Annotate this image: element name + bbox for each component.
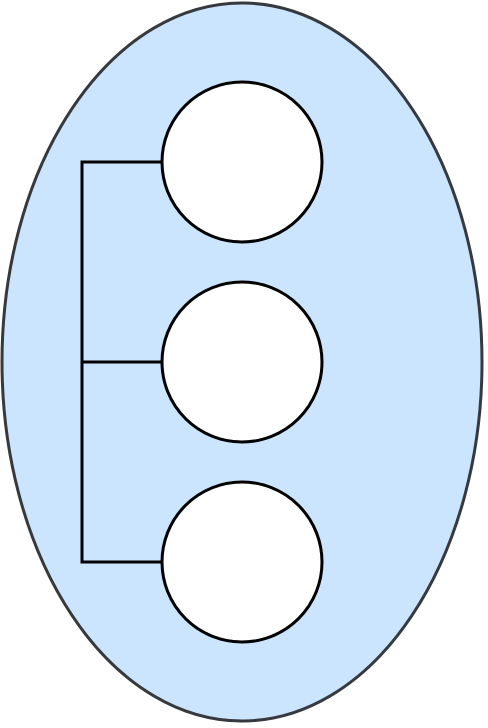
node-circle-1 [160,80,324,244]
node-circle-3 [160,480,324,644]
node-circle-2 [160,280,324,444]
nodes-group [160,80,324,644]
